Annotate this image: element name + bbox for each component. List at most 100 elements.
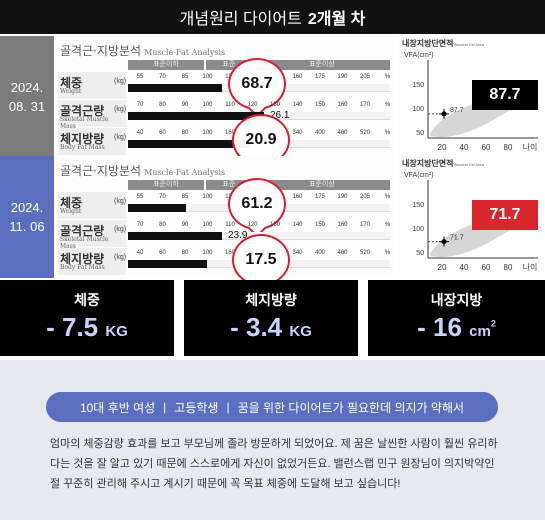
scale-tick-label: 80	[159, 102, 166, 108]
summary-label: 체지방량	[245, 292, 297, 308]
scale-tick-label: 70	[159, 74, 166, 80]
vfa-unit: VFA(cm²)	[404, 172, 434, 179]
scale-tick-label: 170	[359, 222, 371, 228]
vfa-x-tick: 20	[438, 143, 447, 152]
scale-tick-label: 520	[359, 130, 371, 136]
vfa-y-tick: 150	[412, 82, 424, 89]
scale-tick-label: 85	[181, 194, 189, 200]
tag-occupation: 고등학생	[174, 400, 219, 415]
scale-tick-label: 70	[159, 194, 166, 200]
vfa-panel: 내장지방단면적Visceral Fat Area VFA(cm²) 87.7 150 1…	[398, 36, 545, 158]
record-date: 2024. 08. 31	[0, 36, 54, 158]
vfa-panel: 내장지방단면적Visceral Fat Area VFA(cm²) 71.7 150 1…	[398, 156, 545, 278]
scale-tick-label: 160	[224, 130, 236, 136]
header-title: 개념원리 다이어트	[179, 11, 302, 28]
vfa-y-tick: 50	[416, 250, 424, 257]
summary-label: 체중	[74, 292, 100, 308]
vfa-y-tick: 150	[412, 202, 424, 209]
summary-value: - 3.4 KG	[230, 312, 312, 342]
vfa-point-label: 87.7	[450, 107, 464, 114]
vfa-x-tick: 40	[460, 263, 469, 272]
metric-unit: (kg)	[114, 78, 127, 85]
band-high-header: 표준이상	[254, 180, 390, 190]
tag-motivation: 꿈을 위한 다이어트가 필요한데 의지가 약해서	[237, 400, 465, 415]
scale-tick-label: 205	[359, 194, 371, 200]
scale-tick-label: %	[384, 74, 391, 80]
metric-label-box: 골격근량 Skeletal Muscle Mass (kg)	[58, 100, 127, 130]
vfa-x-tick: 나이	[523, 262, 538, 272]
metric-scale: 70 80 90 100 110 120 130 140 150 160 170%	[128, 102, 392, 110]
metric-label-en: Body Fat Mass	[60, 144, 105, 151]
scale-tick-label: %	[384, 194, 391, 200]
profile-tags: 10대 후반 여성 | 고등학생 | 꿈을 위한 다이어트가 필요한데 의지가 …	[46, 392, 498, 422]
vfa-value-box: 71.7	[472, 200, 538, 230]
metric-bar	[128, 112, 264, 120]
scale-tick-label: 60	[159, 250, 166, 256]
band-low-header: 표준이하	[128, 60, 204, 70]
scale-tick-label: 160	[292, 194, 303, 200]
scale-tick-label: 110	[225, 222, 235, 228]
record-2024-08-31: 2024. 08. 31 골격근·지방분석 Muscle-Fat Analysis…	[0, 36, 545, 166]
scale-tick-label: 190	[337, 74, 348, 80]
scale-tick-label: 520	[359, 250, 371, 256]
header-highlight: 2개월 차	[307, 11, 366, 28]
band-low-header: 표준이하	[128, 180, 204, 190]
metric-unit: (kg)	[114, 254, 127, 261]
metric-unit: (kg)	[114, 226, 127, 233]
band-std-header: 표준	[206, 180, 252, 190]
scale-tick-label: 55	[136, 194, 144, 200]
scale-tick-label: 160	[337, 222, 348, 228]
metric-bar-value: 23.9	[228, 230, 248, 241]
scale-tick-label: 160	[292, 74, 303, 80]
vfa-x-tick: 60	[482, 263, 491, 272]
summary-visceral-fat: 내장지방 - 16 cm2	[368, 280, 545, 356]
scale-tick-label: 340	[292, 250, 303, 256]
vfa-y-tick: 100	[412, 106, 424, 113]
scale-tick-label: 150	[314, 102, 326, 108]
metric-label-box: 체지방량 Body Fat Mass (kg)	[58, 248, 126, 275]
scale-tick-label: 100	[202, 222, 213, 228]
scale-tick-label: 170	[359, 102, 371, 108]
scale-tick-label: 130	[269, 222, 281, 228]
summary-weight: 체중 - 7.5 KG	[0, 280, 174, 356]
metric-highlight-bubble: 68.7	[228, 58, 286, 110]
muscle-fat-sheet: 골격근·지방분석 Muscle-Fat Analysis 표준이하 표준 표준이상 체중 W…	[56, 156, 394, 286]
metric-label: 골격근량	[60, 104, 105, 118]
vfa-title: 내장지방단면적Visceral Fat Area	[402, 159, 484, 168]
vfa-x-tick: 40	[460, 143, 469, 152]
scale-tick-label: 85	[181, 74, 189, 80]
scale-tick-label: 460	[337, 250, 348, 256]
scale-tick-label: 140	[292, 102, 303, 108]
metric-bar	[128, 260, 207, 268]
metric-unit: (kg)	[114, 106, 127, 113]
scale-tick-label: 90	[181, 222, 189, 228]
vfa-x-tick: 나이	[523, 142, 538, 152]
summary-label: 내장지방	[430, 292, 483, 308]
scale-tick-label: 130	[269, 102, 281, 108]
metric-label: 체지방량	[60, 252, 105, 266]
metric-label: 골격근량	[60, 224, 105, 238]
band-std-header: 표준	[206, 60, 252, 70]
scale-tick-label: 90	[181, 102, 189, 108]
metric-bar-value: 26.1	[270, 110, 290, 121]
tag-separator: |	[226, 400, 230, 414]
scale-tick-label: 190	[337, 194, 348, 200]
scale-tick-label: 140	[292, 222, 303, 228]
metric-label-en: Weight	[60, 88, 82, 95]
summary-body-fat: 체지방량 - 3.4 KG	[184, 280, 358, 356]
metric-unit: (kg)	[114, 198, 127, 205]
scale-tick-label: 120	[247, 222, 258, 228]
tag-separator: |	[163, 400, 167, 414]
band-high-header: 표준이상	[254, 60, 390, 70]
vfa-x-tick: 80	[504, 143, 513, 152]
scale-tick-label: %	[384, 130, 391, 136]
metric-highlight-bubble: 61.2	[228, 178, 286, 230]
metric-label-box: 체중 Weight (kg)	[58, 192, 126, 219]
vfa-x-tick: 80	[504, 263, 513, 272]
scale-tick-label: 55	[136, 74, 144, 80]
metric-label: 체중	[60, 76, 83, 90]
scale-tick-label: 70	[136, 102, 144, 108]
vfa-x-tick: 60	[482, 143, 491, 152]
metric-label: 체지방량	[60, 132, 105, 146]
scale-tick-label: 205	[359, 74, 371, 80]
